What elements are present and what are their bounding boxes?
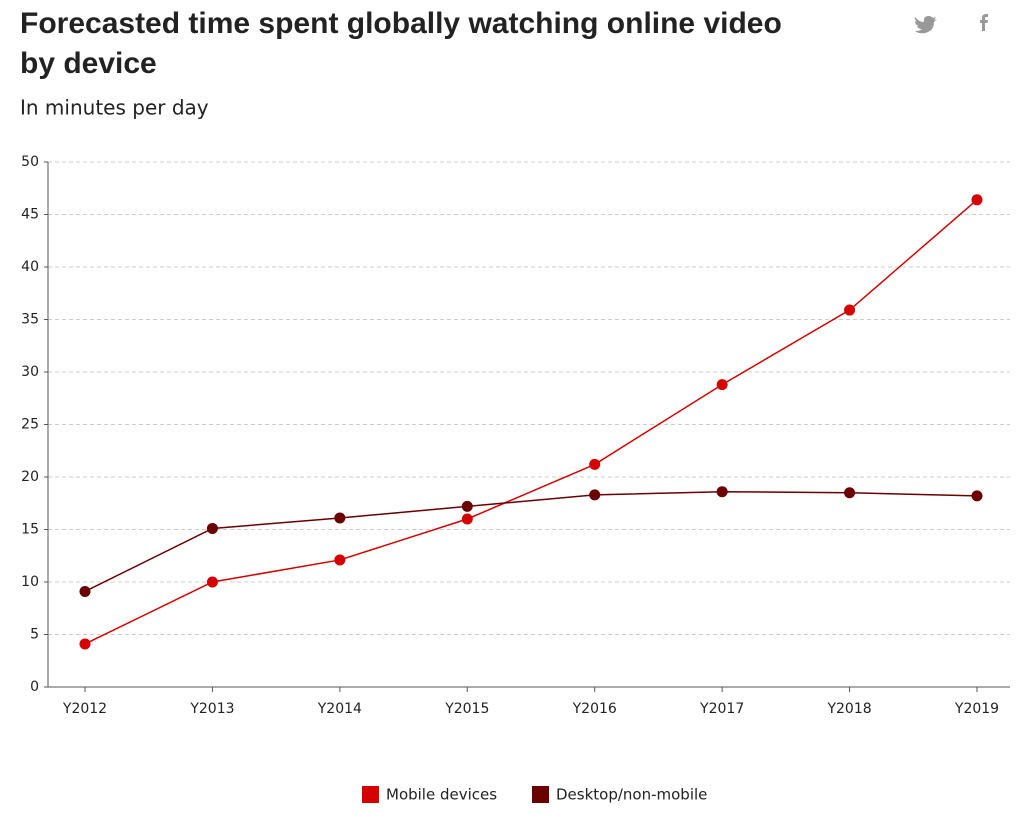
data-point xyxy=(971,490,983,502)
x-tick-label: Y2012 xyxy=(62,701,107,717)
x-tick-label: Y2013 xyxy=(189,701,234,717)
x-tick-label: Y2014 xyxy=(317,701,362,717)
y-tick-label: 15 xyxy=(21,522,39,538)
y-tick-label: 45 xyxy=(21,207,39,223)
x-tick-label: Y2018 xyxy=(826,701,871,717)
legend-swatch xyxy=(532,786,549,803)
y-tick-label: 25 xyxy=(21,417,39,433)
data-point xyxy=(844,487,856,499)
y-tick-label: 30 xyxy=(21,364,39,380)
data-point xyxy=(589,489,601,501)
x-tick-label: Y2019 xyxy=(954,701,999,717)
twitter-icon[interactable] xyxy=(914,16,937,34)
legend-label: Mobile devices xyxy=(386,786,497,804)
data-point xyxy=(79,585,91,597)
data-point xyxy=(589,458,601,470)
data-point xyxy=(844,304,856,316)
y-tick-label: 50 xyxy=(21,154,39,170)
x-tick-label: Y2017 xyxy=(699,701,744,717)
y-tick-label: 0 xyxy=(30,679,39,695)
data-point xyxy=(716,486,728,498)
series-line xyxy=(84,199,978,645)
data-point xyxy=(334,512,346,524)
y-tick-label: 35 xyxy=(21,312,39,328)
series-line xyxy=(84,490,978,593)
y-tick-label: 10 xyxy=(21,574,39,590)
x-tick-label: Y2016 xyxy=(572,701,617,717)
data-point xyxy=(206,522,218,534)
x-tick-label: Y2015 xyxy=(444,701,489,717)
y-tick-label: 40 xyxy=(21,259,39,275)
data-point xyxy=(334,554,346,566)
data-point xyxy=(206,576,218,588)
data-point xyxy=(716,379,728,391)
chart-subtitle: In minutes per day xyxy=(20,96,209,120)
y-tick-label: 5 xyxy=(30,627,39,643)
legend-swatch xyxy=(362,786,379,803)
data-point xyxy=(461,500,473,512)
data-point xyxy=(461,513,473,525)
facebook-icon[interactable] xyxy=(980,14,988,31)
data-point xyxy=(971,194,983,206)
chart-title: Forecasted time spent globally watching … xyxy=(20,7,782,80)
data-point xyxy=(79,638,91,650)
legend-label: Desktop/non-mobile xyxy=(556,786,707,804)
y-tick-label: 20 xyxy=(21,469,39,485)
